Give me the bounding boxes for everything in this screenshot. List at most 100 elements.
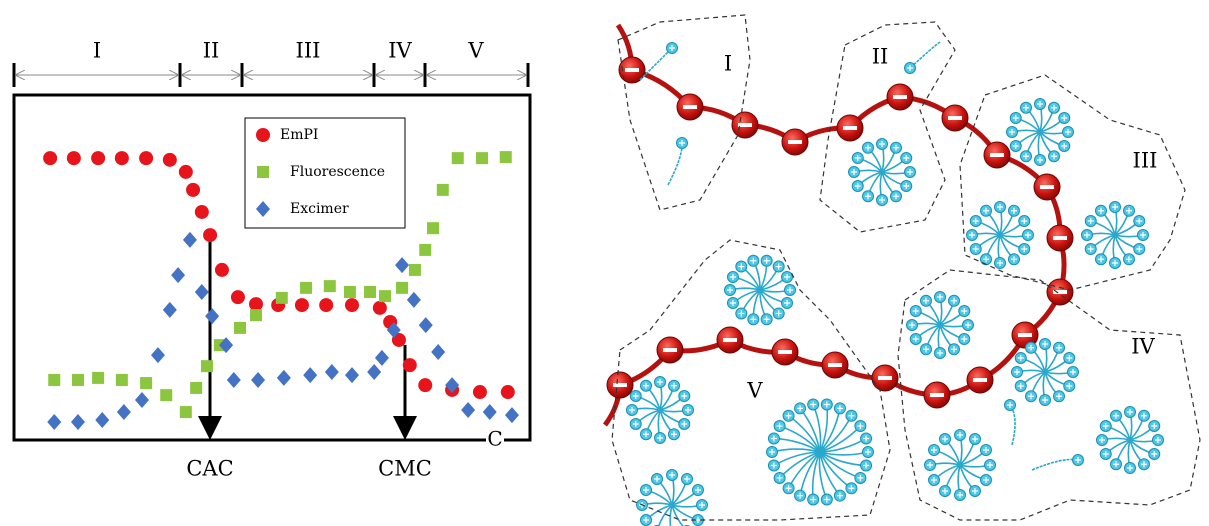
micelles (626, 41, 1164, 526)
head-charge (996, 203, 1004, 211)
head-charge (850, 168, 858, 176)
point (391, 332, 406, 347)
head-charge (1055, 393, 1063, 400)
head-charge (922, 297, 930, 304)
region-label: V (467, 39, 484, 63)
point (364, 285, 377, 298)
head-charge (1097, 207, 1105, 214)
head-charge (961, 335, 968, 343)
head-charge (1010, 207, 1018, 214)
point (234, 321, 247, 334)
point (499, 151, 512, 164)
head-charge (750, 257, 757, 264)
point (367, 364, 382, 381)
head-charge (678, 139, 686, 147)
head-charge (810, 401, 817, 408)
head-charge (1017, 354, 1024, 362)
legend-label: EmPI (280, 127, 318, 143)
head-charge (971, 435, 979, 443)
head-charge (864, 193, 872, 200)
point (47, 414, 62, 431)
head-charge (878, 140, 886, 148)
head-charge (642, 382, 650, 389)
head-charge (906, 64, 914, 72)
head-charge (823, 496, 830, 503)
head-charge (1061, 142, 1068, 150)
point (214, 262, 229, 277)
head-charge (632, 392, 639, 400)
point (171, 267, 186, 284)
point (43, 151, 58, 166)
head-charge (1136, 245, 1143, 253)
bead-charge (778, 350, 792, 354)
head-charge (1021, 245, 1028, 253)
bead-charge (930, 393, 944, 397)
region-outline (897, 269, 1201, 521)
head-charge (1013, 368, 1021, 376)
point (445, 377, 460, 394)
point (116, 404, 131, 421)
head-charge (1064, 128, 1072, 136)
head-charge (1010, 256, 1018, 263)
head-charge (797, 405, 804, 412)
head-charge (1012, 142, 1019, 150)
head-charge (1111, 203, 1119, 211)
head-charge (926, 461, 934, 469)
head-charge (854, 154, 861, 162)
head-charge (1041, 340, 1049, 348)
head-charge (1102, 450, 1109, 458)
point (257, 166, 269, 178)
bead-charge (625, 68, 639, 72)
legend-label: Excimer (290, 201, 349, 217)
region-label: IV (388, 39, 412, 63)
bead-charge (663, 348, 677, 352)
surfactant-tail (771, 448, 821, 453)
plot-frame (12, 93, 532, 442)
region-outline (611, 239, 891, 521)
point (386, 321, 401, 338)
head-charge (1125, 256, 1133, 263)
point (140, 377, 153, 390)
head-charge (864, 144, 872, 151)
free-surfactant (1031, 458, 1079, 471)
point (396, 281, 409, 294)
head-charge (1036, 156, 1044, 164)
point (476, 152, 489, 165)
head-charge (1111, 259, 1119, 267)
head-charge (972, 245, 979, 253)
bead-charge (893, 95, 907, 99)
head-charge (785, 485, 792, 492)
head-charge (848, 412, 855, 419)
point (115, 373, 128, 386)
head-charge (681, 392, 688, 400)
bead-charge (973, 378, 987, 382)
region-outline (959, 74, 1186, 291)
head-charge (863, 462, 870, 469)
point (275, 291, 288, 304)
point (344, 298, 359, 313)
head-charge (863, 435, 870, 442)
head-charge (854, 182, 861, 190)
head-charge (770, 435, 777, 442)
chain-backbone (602, 23, 1067, 427)
head-charge (903, 154, 910, 162)
head-charge (996, 259, 1004, 267)
point (461, 401, 476, 418)
point (190, 381, 203, 394)
head-charge (1050, 153, 1058, 160)
bead-charge (1040, 185, 1054, 189)
annotation: CAC (186, 457, 233, 481)
point (200, 360, 213, 373)
point (419, 243, 432, 256)
point (134, 391, 149, 408)
point (408, 263, 421, 276)
head-charge (775, 310, 782, 317)
head-charge (1126, 464, 1134, 472)
head-charge (1061, 114, 1068, 122)
point (150, 347, 165, 364)
free-surfactant (909, 41, 941, 69)
bead-charge (990, 153, 1004, 157)
head-charge (656, 434, 664, 442)
head-charge (1136, 217, 1143, 225)
head-charge (763, 316, 770, 323)
